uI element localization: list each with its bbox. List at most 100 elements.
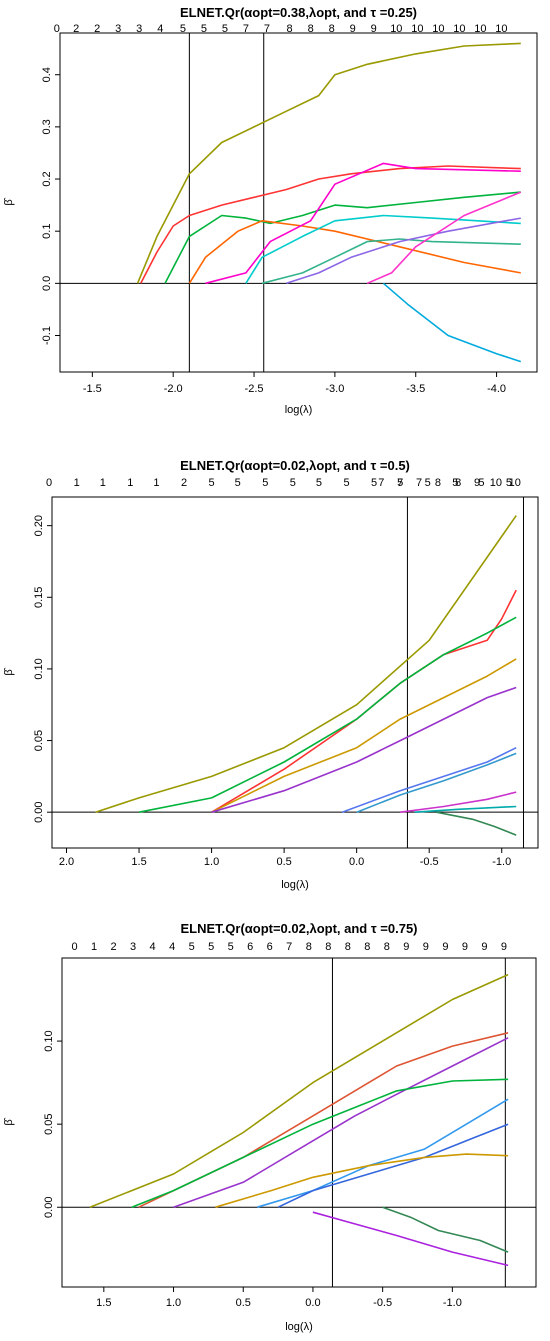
coefficient-path-5 bbox=[211, 686, 517, 813]
y-axis-label: β̂ bbox=[3, 1117, 15, 1125]
y-tick-label: 0.2 bbox=[41, 171, 53, 186]
top-axis-label: 7 bbox=[397, 477, 403, 489]
y-tick-label: 0.1 bbox=[41, 224, 53, 239]
coefficient-path-1 bbox=[89, 973, 509, 1208]
x-tick-label: -2.5 bbox=[245, 383, 264, 395]
coefficient-path-8 bbox=[400, 791, 517, 813]
top-axis-label: 9 bbox=[462, 941, 468, 953]
top-axis-label: 10 bbox=[390, 23, 402, 35]
top-axis-label: 10 bbox=[411, 23, 423, 35]
top-axis-label: 1 bbox=[127, 477, 133, 489]
top-axis-label: 2 bbox=[181, 477, 187, 489]
top-axis-label: 10 bbox=[432, 23, 444, 35]
y-tick-label: 0.05 bbox=[33, 730, 45, 751]
top-axis-label: 9 bbox=[481, 941, 487, 953]
top-axis-label: 5 bbox=[189, 941, 195, 953]
coefficient-path-10 bbox=[382, 282, 522, 363]
y-tick-label: 0.3 bbox=[41, 119, 53, 134]
top-axis-label: 6 bbox=[267, 941, 273, 953]
top-axis-label: 6 bbox=[247, 941, 253, 953]
x-tick-label: -1.0 bbox=[443, 1297, 462, 1309]
top-axis-label: 9 bbox=[350, 23, 356, 35]
top-axis-label: 5 bbox=[262, 477, 268, 489]
coefficient-path-8 bbox=[382, 1206, 509, 1253]
plot-frame bbox=[51, 496, 539, 849]
top-axis-label: 8 bbox=[287, 23, 293, 35]
top-axis-label: 5 bbox=[180, 23, 186, 35]
coefficient-path-9 bbox=[414, 805, 517, 813]
coefficient-path-9 bbox=[312, 1211, 509, 1267]
top-axis-label: 4 bbox=[150, 941, 156, 953]
y-tick-label: 0.20 bbox=[33, 515, 45, 536]
x-tick-label: -1.5 bbox=[83, 383, 102, 395]
coefficient-path-3 bbox=[173, 1037, 509, 1208]
top-axis-label: 3 bbox=[115, 23, 121, 35]
top-axis-label: 0 bbox=[54, 23, 60, 35]
coefficient-path-4 bbox=[131, 1078, 509, 1208]
coefficient-path-10 bbox=[436, 811, 517, 836]
chart-title: ELNET.Qr(αopt=0.02,λopt, and τ =0.75) bbox=[180, 921, 417, 936]
chart-2: ELNET.Qr(αopt=0.02,λopt, and τ =0.5) 0 1 1 1… bbox=[3, 458, 539, 891]
y-tick-label: 0.0 bbox=[41, 276, 53, 291]
coefficient-path-2 bbox=[211, 589, 517, 813]
top-axis-label: 10 bbox=[509, 477, 521, 489]
top-axis-label: 5 bbox=[290, 477, 296, 489]
top-axis-label: 7 bbox=[416, 477, 422, 489]
top-axis-label: 5 bbox=[343, 477, 349, 489]
plot-frame bbox=[59, 32, 538, 373]
coefficient-path-8 bbox=[286, 217, 521, 285]
top-axis-label: 9 bbox=[403, 941, 409, 953]
top-axis-label: 9 bbox=[501, 941, 507, 953]
coefficient-path-1 bbox=[136, 42, 521, 284]
top-axis-label: 9 bbox=[371, 23, 377, 35]
coefficient-path-3 bbox=[164, 191, 521, 284]
x-tick-label: 1.0 bbox=[166, 1297, 181, 1309]
top-axis-label: 5 bbox=[478, 477, 484, 489]
plot-frame bbox=[61, 957, 537, 1288]
top-axis-label: 10 bbox=[453, 23, 465, 35]
top-axis-label: 8 bbox=[384, 941, 390, 953]
y-axis-label: β̂ bbox=[3, 197, 15, 205]
coefficient-path-6 bbox=[245, 214, 521, 284]
top-axis-label: 8 bbox=[435, 477, 441, 489]
top-axis-label: 4 bbox=[157, 23, 163, 35]
top-axis-label: 5 bbox=[222, 23, 228, 35]
top-axis-label: 10 bbox=[490, 477, 502, 489]
top-axis-label: 1 bbox=[153, 477, 159, 489]
x-tick-label: -0.5 bbox=[373, 1297, 392, 1309]
coefficient-path-7 bbox=[215, 1153, 509, 1208]
top-axis-label: 8 bbox=[345, 941, 351, 953]
top-axis-label: 7 bbox=[286, 941, 292, 953]
x-tick-label: 0.5 bbox=[276, 856, 291, 868]
top-axis-label: 8 bbox=[325, 941, 331, 953]
top-axis-label: 4 bbox=[169, 941, 175, 953]
y-tick-label: 0.05 bbox=[43, 1113, 55, 1134]
top-axis-label: 10 bbox=[495, 23, 507, 35]
x-tick-label: -1.0 bbox=[492, 856, 511, 868]
top-axis-label: 3 bbox=[136, 23, 142, 35]
top-axis-label: 2 bbox=[73, 23, 79, 35]
coefficient-path-3 bbox=[138, 616, 517, 813]
top-axis-label: 10 bbox=[474, 23, 486, 35]
coefficient-path-9 bbox=[366, 191, 522, 285]
top-axis-label: 1 bbox=[74, 477, 80, 489]
x-tick-label: 1.0 bbox=[204, 856, 219, 868]
coefficient-path-2 bbox=[140, 165, 521, 284]
coefficient-path-4 bbox=[211, 658, 517, 813]
top-axis-label: 0 bbox=[71, 941, 77, 953]
x-tick-label: -3.0 bbox=[325, 383, 344, 395]
top-axis-label: 2 bbox=[111, 941, 117, 953]
top-axis-label: 5 bbox=[371, 477, 377, 489]
top-axis-label: 5 bbox=[201, 23, 207, 35]
x-tick-label: 0.0 bbox=[349, 856, 364, 868]
top-axis-label: 5 bbox=[506, 477, 512, 489]
chart-1: ELNET.Qr(αopt=0.38,λopt, and τ =0.25) 0 2 2… bbox=[3, 5, 538, 416]
y-axis-label: β̂ bbox=[3, 667, 15, 675]
top-axis-label: 9 bbox=[474, 477, 480, 489]
top-axis-label: 1 bbox=[100, 477, 106, 489]
y-tick-label: 0.10 bbox=[43, 1030, 55, 1051]
x-tick-label: -3.5 bbox=[406, 383, 425, 395]
top-axis-label: 7 bbox=[264, 23, 270, 35]
coefficient-path-5 bbox=[256, 1098, 509, 1208]
